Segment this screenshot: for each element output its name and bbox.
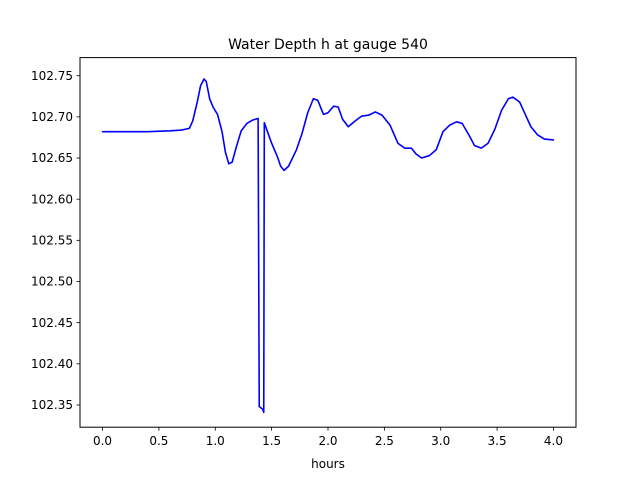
- x-tick-label: 1.0: [206, 434, 225, 448]
- y-tick-label: 102.35: [31, 398, 73, 412]
- x-axis-label: hours: [311, 457, 345, 471]
- y-tick-label: 102.65: [31, 151, 73, 165]
- x-tick-label: 3.5: [488, 434, 507, 448]
- y-tick-label: 102.75: [31, 69, 73, 83]
- chart-title: Water Depth h at gauge 540: [228, 37, 428, 53]
- x-tick-label: 0.0: [93, 434, 112, 448]
- x-tick-label: 0.5: [149, 434, 168, 448]
- series-line: [101, 78, 555, 414]
- y-tick-label: 102.70: [31, 110, 73, 124]
- x-tick-label: 3.0: [431, 434, 450, 448]
- x-axis: 0.0 0.5 1.0 1.5 2.0 2.5 3.0 3.5 4.0: [93, 427, 563, 448]
- y-axis: 102.35 102.40 102.45 102.50 102.55 102.60 102.…: [31, 69, 80, 412]
- x-tick-label: 2.0: [318, 434, 337, 448]
- x-tick-label: 4.0: [544, 434, 563, 448]
- y-tick-label: 102.50: [31, 275, 73, 289]
- y-tick-label: 102.45: [31, 316, 73, 330]
- y-tick-label: 102.60: [31, 192, 73, 206]
- plot-area: [101, 78, 555, 414]
- y-tick-label: 102.55: [31, 234, 73, 248]
- x-tick-label: 2.5: [375, 434, 394, 448]
- x-tick-label: 1.5: [262, 434, 281, 448]
- y-tick-label: 102.40: [31, 357, 73, 371]
